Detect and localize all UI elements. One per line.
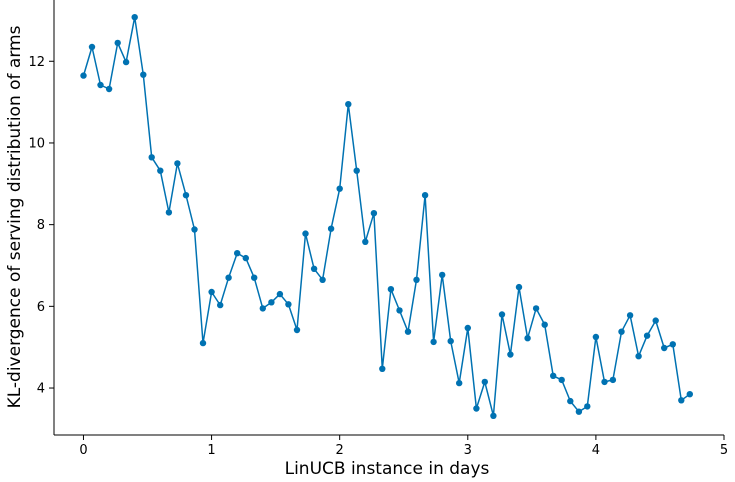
x-tick-label: 4: [592, 443, 600, 458]
data-point: [97, 81, 104, 89]
data-point: [80, 72, 87, 79]
data-point: [157, 167, 164, 174]
data-point: [421, 192, 429, 199]
data-point: [259, 305, 266, 312]
data-point: [515, 283, 523, 291]
data-point: [362, 238, 369, 245]
y-axis-label: KL-divergence of serving distribution of…: [5, 25, 25, 408]
y-tick-label: 6: [37, 300, 45, 315]
data-point: [336, 185, 343, 192]
data-point: [532, 305, 540, 312]
data-point: [114, 39, 121, 47]
y-tick-label: 12: [28, 55, 45, 70]
x-ticks: 0 1 2 3 4 5: [79, 435, 728, 458]
data-point: [490, 412, 497, 419]
data-point: [592, 333, 600, 341]
data-point: [643, 332, 651, 339]
data-point: [234, 250, 241, 257]
data-point: [225, 274, 232, 281]
data-point: [584, 403, 591, 410]
data-point: [524, 335, 531, 342]
data-point: [567, 397, 574, 405]
data-point: [609, 376, 617, 384]
data-point: [310, 265, 318, 272]
data-point: [669, 341, 676, 348]
x-axis-label: LinUCB instance in days: [285, 459, 490, 479]
data-point: [165, 209, 173, 216]
data-point: [626, 312, 634, 319]
x-tick-label: 3: [464, 443, 472, 458]
data-point: [558, 376, 565, 384]
data-point: [370, 210, 378, 217]
data-point: [413, 276, 420, 283]
data-point: [439, 271, 446, 279]
series-line: [82, 16, 691, 417]
data-point: [302, 230, 309, 237]
data-point: [148, 154, 155, 161]
data-point: [652, 317, 659, 324]
data-point: [481, 378, 488, 386]
data-point: [456, 379, 463, 387]
x-tick-label: 0: [79, 443, 87, 458]
data-point: [140, 71, 147, 78]
data-point: [174, 160, 181, 167]
data-point: [199, 339, 207, 347]
data-point: [327, 225, 335, 232]
data-point: [217, 301, 224, 309]
data-point: [285, 301, 292, 308]
y-tick-label: 10: [28, 136, 45, 151]
y-tick-label: 4: [37, 382, 45, 397]
data-point: [131, 14, 138, 21]
series-group: [80, 14, 693, 419]
data-point: [242, 254, 249, 262]
data-point: [618, 328, 625, 335]
data-point: [293, 326, 301, 334]
data-point: [541, 321, 548, 328]
data-point: [601, 378, 608, 386]
data-point: [507, 351, 514, 358]
data-point: [345, 101, 352, 108]
data-point: [387, 286, 395, 293]
data-point: [208, 288, 215, 296]
axes: [53, 0, 724, 436]
data-point: [353, 167, 360, 174]
y-ticks: 4 6 8 10 12: [28, 55, 54, 397]
data-point: [473, 405, 480, 412]
x-tick-label: 1: [207, 443, 215, 458]
data-point: [251, 274, 258, 281]
data-point: [447, 337, 454, 345]
data-point: [498, 311, 506, 318]
data-point: [635, 353, 642, 360]
data-point: [191, 226, 198, 233]
data-point: [182, 192, 190, 199]
data-point: [404, 328, 412, 335]
data-point: [396, 307, 403, 314]
x-tick-label: 2: [336, 443, 344, 458]
data-point: [575, 408, 583, 415]
data-point: [276, 290, 284, 298]
data-point: [550, 372, 557, 379]
data-point: [661, 344, 668, 352]
data-point: [678, 397, 685, 404]
x-tick-label: 5: [720, 443, 728, 458]
data-point: [122, 58, 130, 66]
data-point: [464, 324, 471, 332]
data-point: [105, 85, 113, 93]
data-point: [268, 299, 275, 306]
data-point: [379, 365, 386, 372]
data-point: [319, 276, 326, 283]
data-point: [430, 338, 437, 346]
data-point: [686, 391, 693, 398]
y-tick-label: 8: [37, 218, 45, 233]
data-point: [88, 43, 96, 51]
